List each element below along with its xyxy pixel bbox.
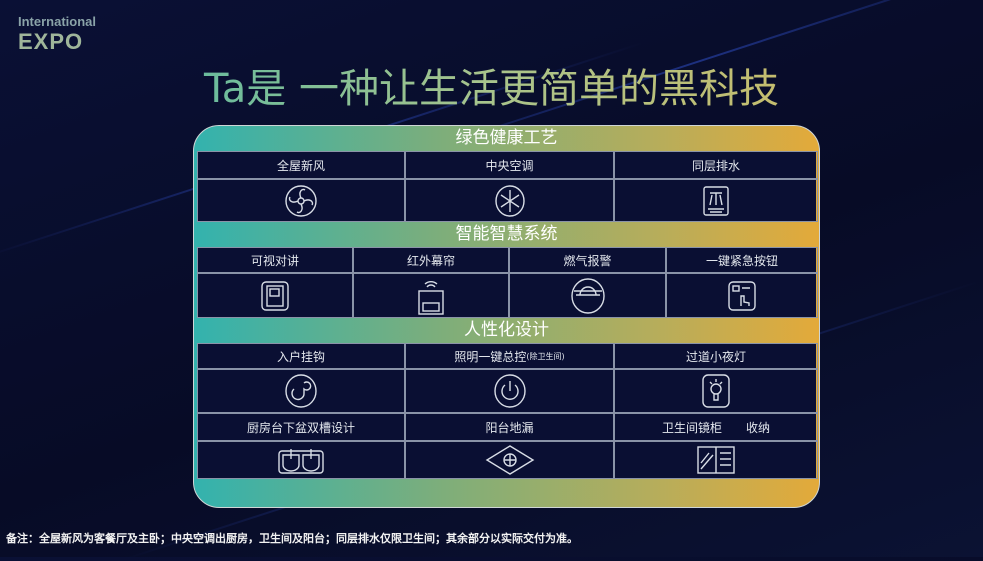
infrared-icon: [418, 280, 444, 315]
feature-label: 全屋新风: [197, 151, 405, 179]
feature-label: 红外幕帘: [353, 247, 509, 273]
footnote: 备注：全屋新风为客餐厅及主卧；中央空调出厨房，卫生间及阳台；同层排水仅限卫生间；…: [6, 532, 578, 545]
fan-icon: [285, 184, 317, 217]
logo-line2: EXPO: [18, 29, 84, 54]
feature-label: 入户挂钩: [197, 343, 405, 369]
double-sink-icon: [278, 449, 324, 474]
power-icon: [493, 374, 526, 408]
feature-label-text: 照明一键总控: [454, 349, 527, 364]
intercom-icon: [261, 280, 289, 311]
drain-icon: [703, 185, 729, 216]
section-heading: 智能智慧系统: [455, 224, 558, 244]
gas-alarm-icon: [570, 277, 605, 314]
feature-label-note: (除卫生间): [526, 351, 565, 361]
feature-label: 阳台地漏: [405, 413, 614, 441]
mirror-cabinet-icon: [697, 446, 735, 474]
feature-label: 同层排水: [614, 151, 818, 179]
feature-label: 卫生间镜柜 收纳: [614, 413, 818, 441]
feature-label: 照明一键总控 (除卫生间): [405, 343, 614, 369]
feature-label: 可视对讲: [197, 247, 353, 273]
feature-label: 厨房台下盆双槽设计: [197, 413, 405, 441]
page-title: Ta是 一种让生活更简单的黑科技: [0, 56, 983, 114]
bulb-icon: [702, 374, 730, 408]
feature-label: 燃气报警: [509, 247, 666, 273]
features-panel: 绿色健康工艺 全屋新风 中央空调 同层排水 智能智慧系统 可视对讲 红外幕帘 燃…: [193, 125, 820, 508]
logo-line1: International: [18, 14, 97, 29]
emergency-button-icon: [728, 280, 756, 311]
section-heading: 人性化设计: [464, 320, 549, 340]
logo: International EXPO: [18, 14, 96, 55]
floor-drain-icon: [485, 445, 534, 475]
hook-icon: [285, 374, 317, 408]
feature-label: 中央空调: [405, 151, 614, 179]
feature-label: 一键紧急按钮: [666, 247, 818, 273]
section-heading: 绿色健康工艺: [455, 128, 558, 148]
snowflake-icon: [494, 184, 525, 217]
feature-label: 过道小夜灯: [614, 343, 818, 369]
